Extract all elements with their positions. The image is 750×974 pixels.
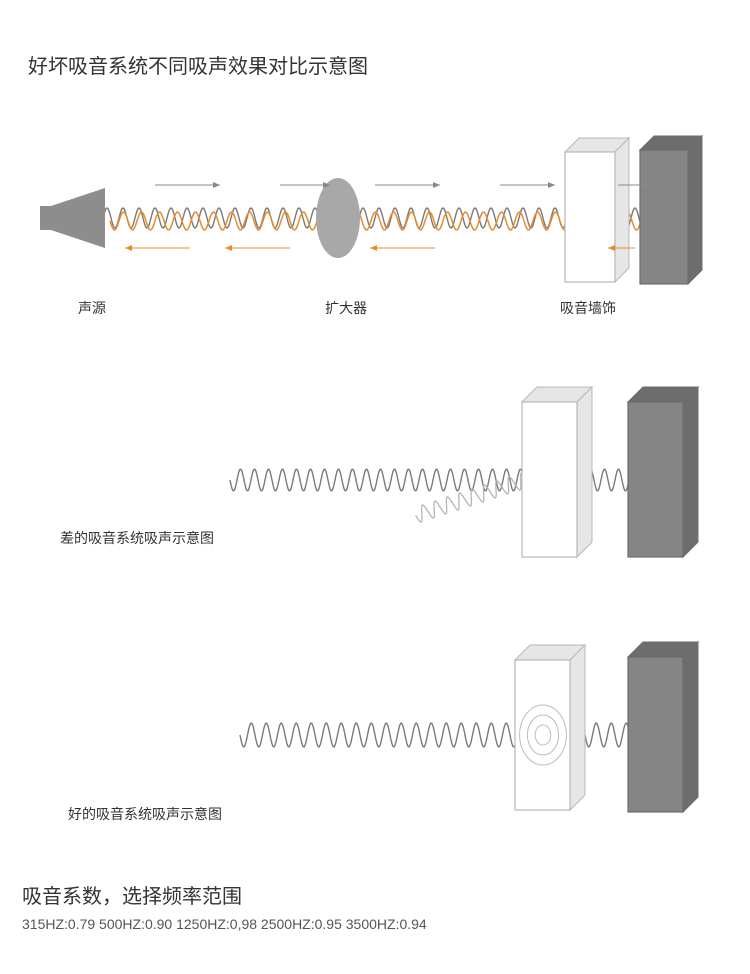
subtitle: 吸音系数，选择频率范围	[22, 880, 242, 909]
label-amplifier: 扩大器	[325, 298, 367, 318]
main-title: 好坏吸音系统不同吸声效果对比示意图	[28, 50, 368, 79]
label-bad-system: 差的吸音系统吸声示意图	[60, 528, 214, 548]
label-good-system: 好的吸音系统吸声示意图	[68, 804, 222, 824]
label-panel: 吸音墙饰	[560, 298, 616, 318]
coefficients: 315HZ:0.79 500HZ:0.90 1250HZ:0,98 2500HZ…	[22, 916, 427, 932]
diagram-canvas	[0, 0, 750, 974]
label-source: 声源	[78, 298, 106, 318]
